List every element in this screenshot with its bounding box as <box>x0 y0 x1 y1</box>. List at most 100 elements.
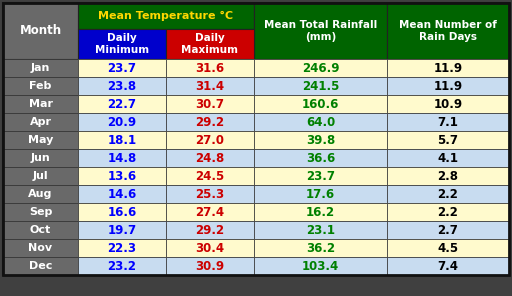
Bar <box>387 221 509 239</box>
Text: 24.8: 24.8 <box>196 152 225 165</box>
Text: 2.2: 2.2 <box>438 205 458 218</box>
Text: Daily
Maximum: Daily Maximum <box>181 33 239 55</box>
Text: Jun: Jun <box>31 153 50 163</box>
Text: 22.3: 22.3 <box>108 242 137 255</box>
Text: 30.9: 30.9 <box>196 260 225 273</box>
Text: 30.4: 30.4 <box>196 242 225 255</box>
Text: 2.2: 2.2 <box>438 187 458 200</box>
Bar <box>254 95 387 113</box>
Bar <box>387 257 509 275</box>
Bar <box>3 3 78 59</box>
Text: 25.3: 25.3 <box>196 187 225 200</box>
Text: 11.9: 11.9 <box>434 80 462 92</box>
Bar <box>3 77 78 95</box>
Text: 31.6: 31.6 <box>196 62 225 75</box>
Bar <box>254 203 387 221</box>
Text: 27.0: 27.0 <box>196 133 224 147</box>
Bar <box>254 185 387 203</box>
Bar <box>78 77 166 95</box>
Bar <box>3 149 78 167</box>
Text: Dec: Dec <box>29 261 52 271</box>
Bar <box>3 257 78 275</box>
Bar <box>387 203 509 221</box>
Text: 7.4: 7.4 <box>437 260 459 273</box>
Bar <box>78 167 166 185</box>
Bar <box>387 3 509 59</box>
Text: Nov: Nov <box>29 243 53 253</box>
Bar <box>78 257 166 275</box>
Text: Jul: Jul <box>33 171 48 181</box>
Text: 13.6: 13.6 <box>108 170 137 183</box>
Text: Sep: Sep <box>29 207 52 217</box>
Text: Jan: Jan <box>31 63 50 73</box>
Bar <box>78 29 166 59</box>
Bar <box>166 77 254 95</box>
Text: 29.2: 29.2 <box>196 115 225 128</box>
Text: 23.2: 23.2 <box>108 260 137 273</box>
Text: 4.5: 4.5 <box>437 242 459 255</box>
Bar <box>78 185 166 203</box>
Bar <box>166 149 254 167</box>
Text: Oct: Oct <box>30 225 51 235</box>
Text: 241.5: 241.5 <box>302 80 339 92</box>
Bar <box>387 95 509 113</box>
Bar <box>166 95 254 113</box>
Text: 246.9: 246.9 <box>302 62 339 75</box>
Bar <box>3 239 78 257</box>
Text: 4.1: 4.1 <box>437 152 459 165</box>
Bar <box>387 77 509 95</box>
Text: 160.6: 160.6 <box>302 97 339 110</box>
Text: 2.8: 2.8 <box>437 170 459 183</box>
Text: 5.7: 5.7 <box>437 133 459 147</box>
Text: 23.8: 23.8 <box>108 80 137 92</box>
Bar <box>254 239 387 257</box>
Bar <box>3 221 78 239</box>
Bar <box>387 167 509 185</box>
Bar <box>254 3 387 59</box>
Text: Apr: Apr <box>30 117 52 127</box>
Bar <box>3 203 78 221</box>
Bar <box>387 149 509 167</box>
Text: 31.4: 31.4 <box>196 80 225 92</box>
Bar <box>166 203 254 221</box>
Text: 23.7: 23.7 <box>108 62 137 75</box>
Bar <box>254 167 387 185</box>
Text: 14.8: 14.8 <box>108 152 137 165</box>
Bar <box>78 221 166 239</box>
Bar <box>166 167 254 185</box>
Text: Mar: Mar <box>29 99 53 109</box>
Bar <box>387 239 509 257</box>
Text: 7.1: 7.1 <box>438 115 458 128</box>
Bar <box>166 221 254 239</box>
Bar <box>3 113 78 131</box>
Text: 10.9: 10.9 <box>434 97 462 110</box>
Bar <box>254 149 387 167</box>
Text: 18.1: 18.1 <box>108 133 137 147</box>
Text: 19.7: 19.7 <box>108 223 137 237</box>
Bar <box>166 29 254 59</box>
Text: 17.6: 17.6 <box>306 187 335 200</box>
Bar <box>387 185 509 203</box>
Text: 16.2: 16.2 <box>306 205 335 218</box>
Bar <box>78 149 166 167</box>
Text: 27.4: 27.4 <box>196 205 225 218</box>
Text: Daily
Minimum: Daily Minimum <box>95 33 149 55</box>
Text: 24.5: 24.5 <box>196 170 225 183</box>
Bar <box>254 77 387 95</box>
Bar <box>166 185 254 203</box>
Bar <box>78 3 254 29</box>
Bar <box>166 131 254 149</box>
Text: Month: Month <box>19 25 61 38</box>
Text: 11.9: 11.9 <box>434 62 462 75</box>
Bar <box>78 239 166 257</box>
Bar <box>166 59 254 77</box>
Bar <box>3 131 78 149</box>
Text: Aug: Aug <box>28 189 53 199</box>
Text: 39.8: 39.8 <box>306 133 335 147</box>
Bar <box>3 59 78 77</box>
Bar <box>254 59 387 77</box>
Text: 23.1: 23.1 <box>306 223 335 237</box>
Text: 29.2: 29.2 <box>196 223 225 237</box>
Bar <box>3 185 78 203</box>
Bar <box>78 131 166 149</box>
